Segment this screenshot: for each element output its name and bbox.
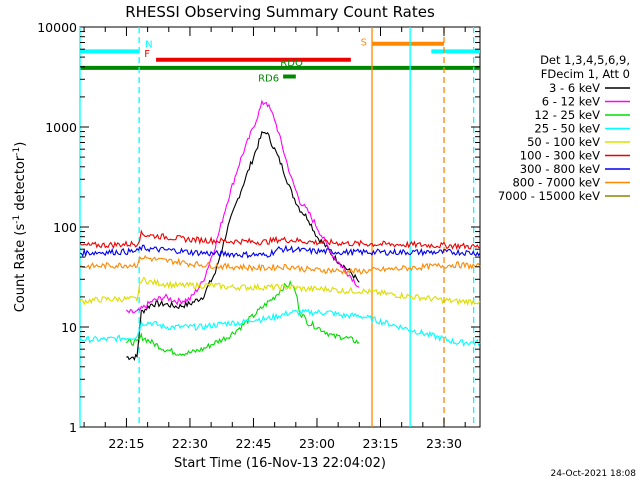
axis-ticks: 1 10 100 1000 10000 22:15 22:30 22:45 23:00 23:15…	[37, 20, 480, 451]
y-tick-label: 1	[69, 420, 77, 435]
y-axis-label-part: detector	[13, 155, 28, 215]
x-tick-label: 22:30	[172, 436, 208, 451]
series-line	[126, 130, 360, 362]
x-tick-label: 22:45	[235, 436, 271, 451]
y-axis-label: Count Rate (s-1 detector-1)	[12, 142, 28, 313]
x-tick-label: 23:15	[362, 436, 398, 451]
flag-label: RD6	[258, 73, 279, 84]
x-axis-label: Start Time (16-Nov-13 22:04:02)	[174, 456, 386, 471]
series-line	[126, 99, 360, 314]
timestamp: 24-Oct-2021 18:08	[551, 469, 637, 479]
x-tick-label: 23:00	[299, 436, 335, 451]
plot-frame	[79, 26, 481, 428]
legend-header: Det 1,3,4,5,6,9,	[540, 53, 630, 67]
series-lines	[79, 99, 481, 362]
legend-header: FDecim 1, Att 0	[541, 67, 630, 81]
series-line	[79, 254, 481, 275]
legend-label: 3 - 6 keV	[549, 81, 600, 95]
flag-label: F	[144, 49, 150, 60]
vertical-markers	[79, 27, 475, 427]
series-line	[79, 229, 481, 251]
chart-title: RHESSI Observing Summary Count Rates	[125, 3, 435, 21]
y-axis-label-part: Count Rate (s	[13, 224, 28, 313]
y-axis-label-sup: -1	[12, 215, 22, 224]
flag-label: RDO	[280, 58, 303, 69]
flag-label: S	[361, 38, 367, 49]
legend-label: 100 - 300 keV	[520, 149, 600, 163]
flag-label: N	[145, 39, 152, 50]
series-line	[126, 279, 360, 357]
series-line	[79, 276, 481, 307]
legend-label: 50 - 100 keV	[527, 135, 600, 149]
series-line	[79, 244, 481, 259]
legend-label: 300 - 800 keV	[520, 162, 600, 176]
y-tick-label: 10	[61, 320, 77, 335]
series-line	[79, 308, 481, 347]
legend-label: 6 - 12 keV	[542, 95, 600, 109]
legend: Det 1,3,4,5,6,9, FDecim 1, Att 0 3 - 6 k…	[498, 53, 630, 203]
y-axis-label-part: )	[13, 142, 28, 147]
legend-label: 12 - 25 keV	[534, 108, 600, 122]
y-tick-label: 1000	[45, 120, 77, 135]
x-tick-label: 22:15	[108, 436, 144, 451]
legend-label: 25 - 50 keV	[534, 122, 600, 136]
legend-label: 800 - 7000 keV	[512, 176, 600, 190]
y-tick-label: 100	[53, 220, 77, 235]
y-tick-label: 10000	[37, 20, 77, 35]
x-tick-label: 23:30	[426, 436, 462, 451]
legend-label: 7000 - 15000 keV	[498, 189, 600, 203]
y-axis-label-sup: -1	[12, 147, 22, 156]
